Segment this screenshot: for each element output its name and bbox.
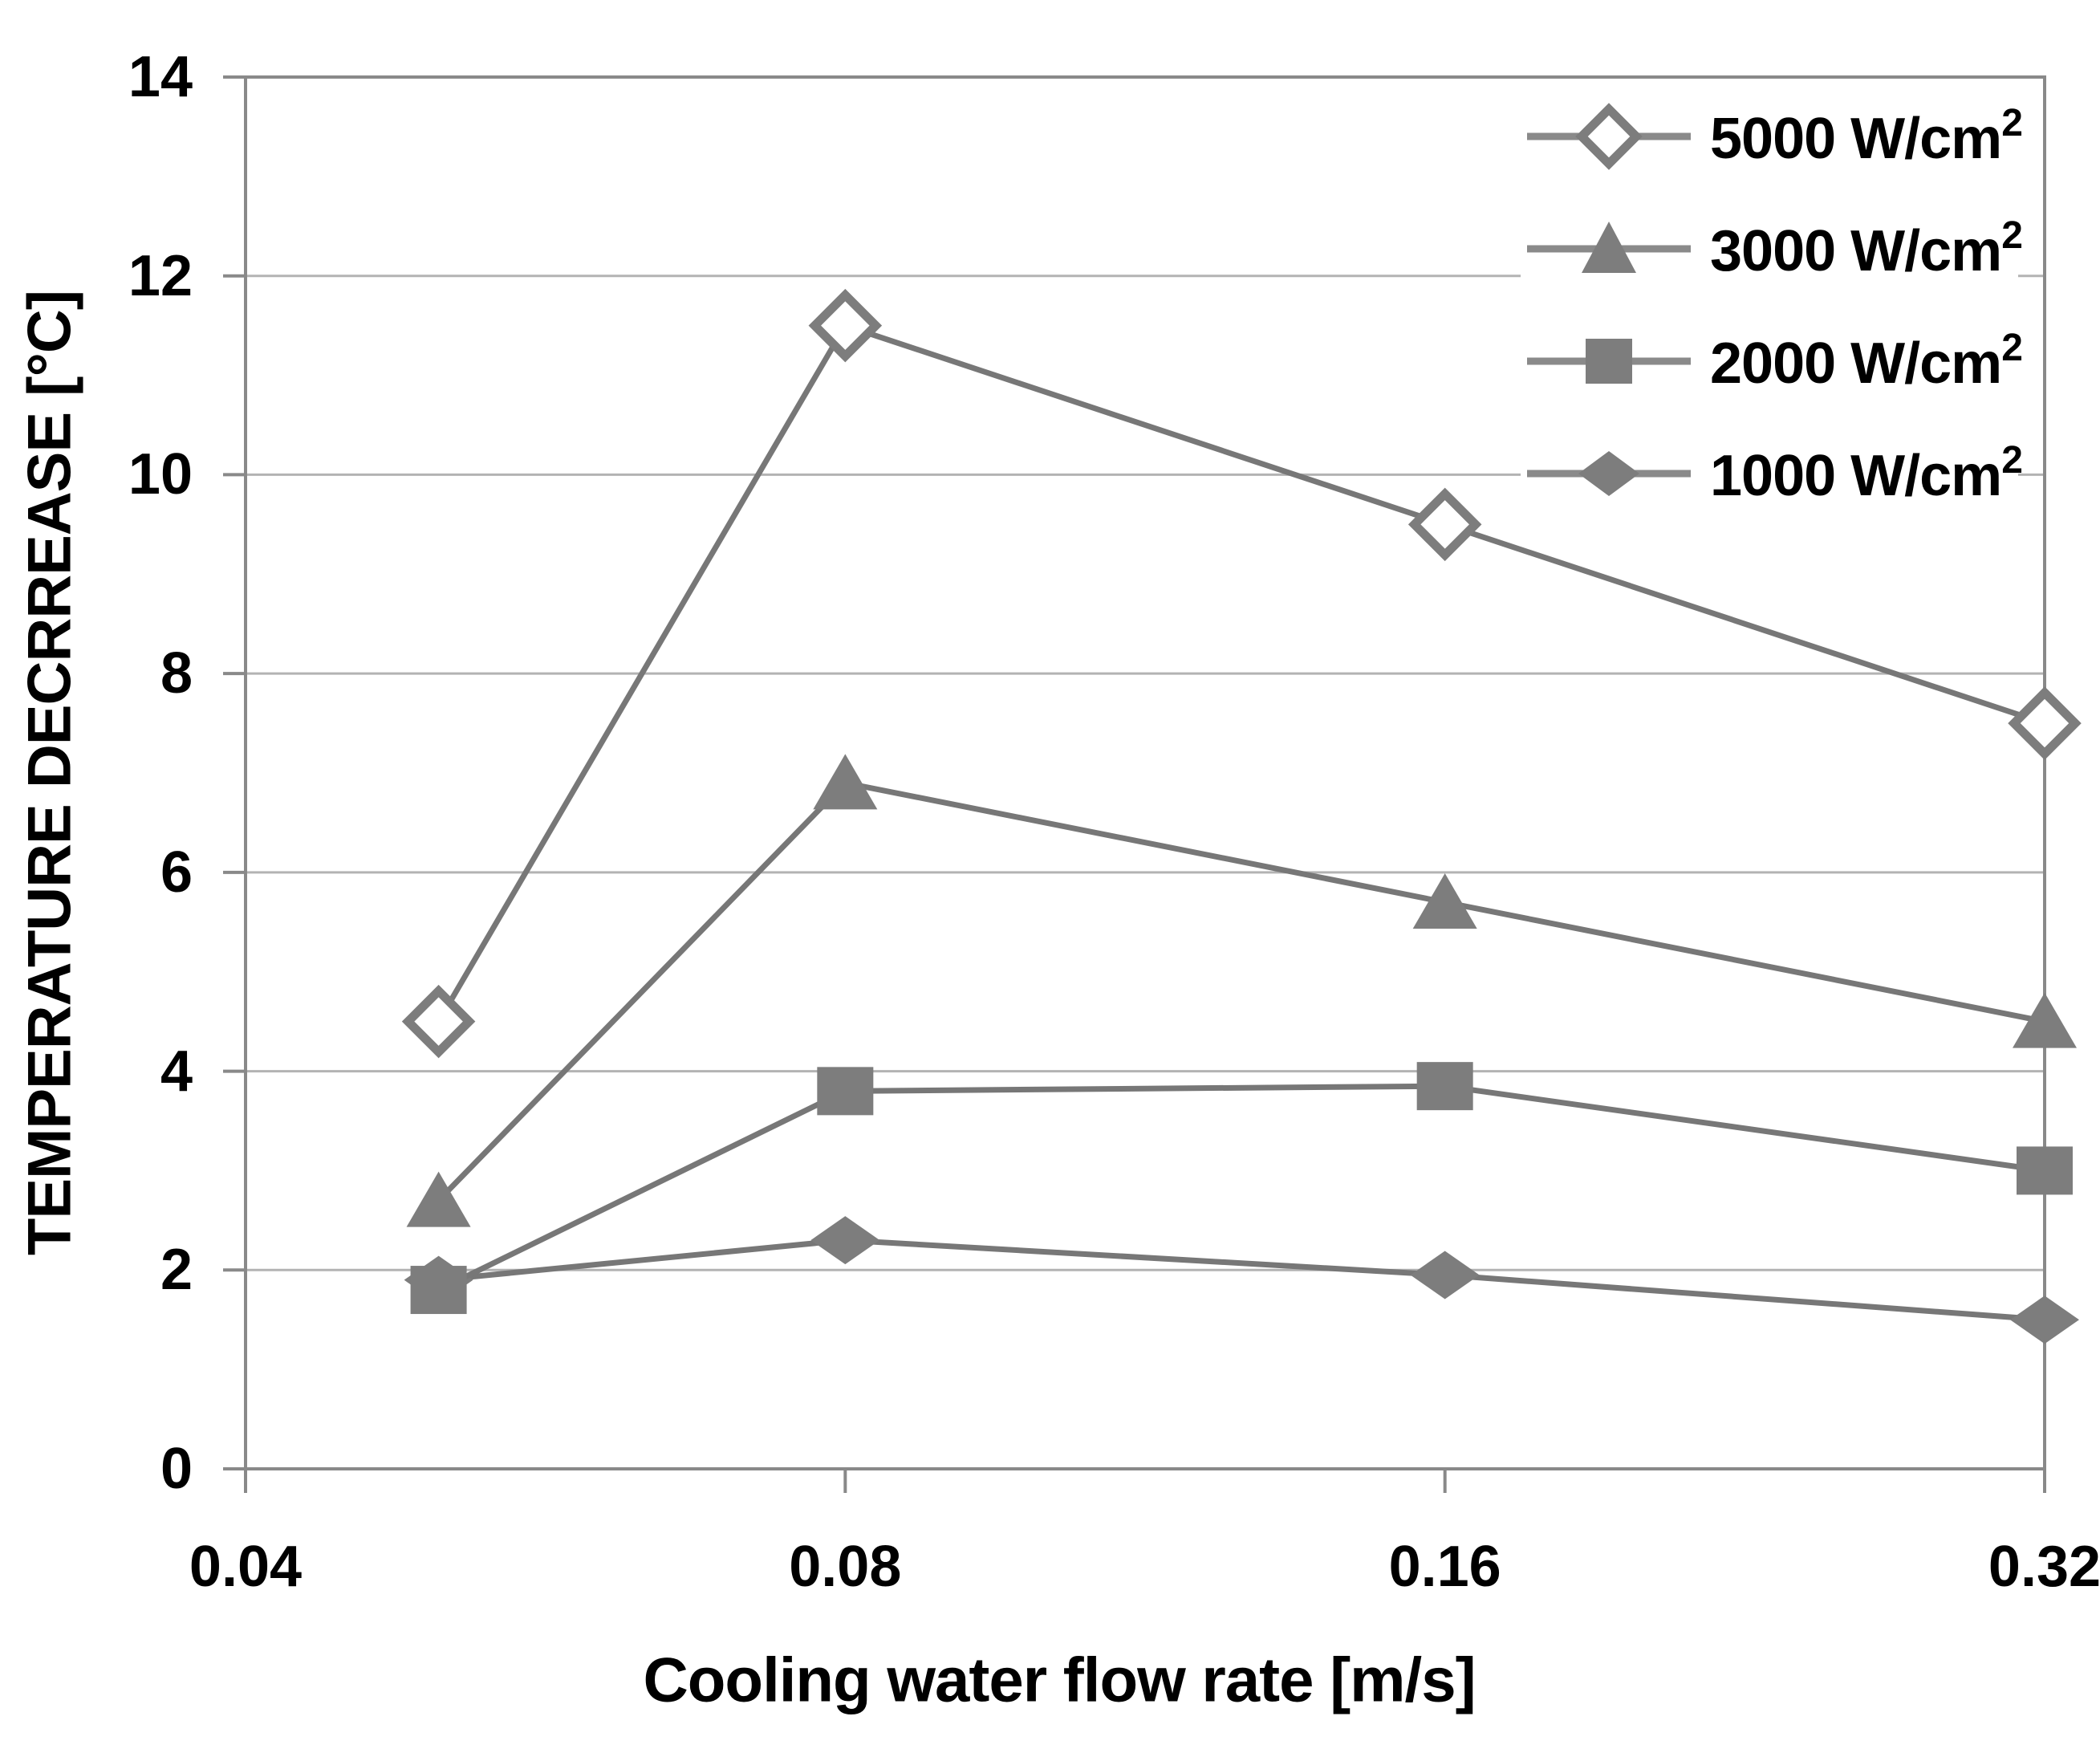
diamond-marker — [1410, 1251, 1480, 1299]
legend-item-5000: 5000 W/cm2 — [1521, 80, 2023, 193]
x-tick-label: 0.08 — [789, 1535, 902, 1599]
y-tick-label: 4 — [160, 1039, 193, 1104]
legend-label: 3000 W/cm2 — [1710, 214, 2023, 283]
open-diamond-marker — [401, 984, 476, 1059]
legend-item-3000: 3000 W/cm2 — [1521, 193, 2023, 305]
open-diamond-marker — [2008, 686, 2082, 760]
legend-item-2000: 2000 W/cm2 — [1521, 305, 2023, 417]
y-tick-label: 12 — [128, 243, 193, 308]
diamond-marker — [810, 1216, 880, 1265]
open-diamond-marker — [1407, 487, 1482, 562]
series-line — [437, 1083, 2045, 1293]
triangle-icon — [1527, 222, 1691, 273]
legend-label: 2000 W/cm2 — [1710, 327, 2023, 396]
diamond-icon — [1527, 451, 1691, 496]
y-axis-title: TEMPERATURE DECRREASE [°C] — [15, 290, 84, 1256]
legend: 5000 W/cm2 3000 W/cm2 2000 W/cm2 1000 W/… — [1521, 80, 2023, 530]
legend-label: 1000 W/cm2 — [1710, 439, 2023, 508]
y-tick-label: 0 — [160, 1437, 193, 1501]
square-marker — [1416, 1062, 1473, 1111]
y-tick-label: 2 — [160, 1238, 193, 1303]
y-tick-label: 10 — [128, 442, 193, 507]
triangle-marker — [406, 1171, 471, 1227]
y-tick-label: 14 — [128, 45, 193, 109]
plot-border — [244, 75, 2046, 1470]
triangle-marker — [1412, 873, 1477, 929]
y-tick-label: 8 — [160, 641, 193, 706]
x-tick-label: 0.04 — [189, 1535, 303, 1599]
square-marker — [410, 1266, 467, 1315]
diamond-marker — [2010, 1295, 2079, 1344]
series-line — [436, 322, 2046, 1023]
legend-label: 5000 W/cm2 — [1710, 102, 2023, 171]
triangle-marker — [813, 754, 878, 810]
x-tick-label: 0.32 — [1988, 1535, 2100, 1599]
square-icon — [1527, 339, 1691, 384]
series-line — [437, 779, 2045, 1203]
y-tick-label: 6 — [160, 840, 193, 905]
legend-item-1000: 1000 W/cm2 — [1521, 417, 2023, 530]
square-marker — [2017, 1146, 2073, 1195]
series-line — [438, 1237, 2045, 1323]
open-diamond-icon — [1527, 103, 1691, 170]
open-diamond-marker — [808, 288, 883, 363]
square-marker — [817, 1067, 874, 1116]
x-tick-label: 0.16 — [1388, 1535, 1501, 1599]
triangle-marker — [2013, 992, 2077, 1048]
x-axis-title: Cooling water flow rate [m/s] — [643, 1644, 1476, 1715]
